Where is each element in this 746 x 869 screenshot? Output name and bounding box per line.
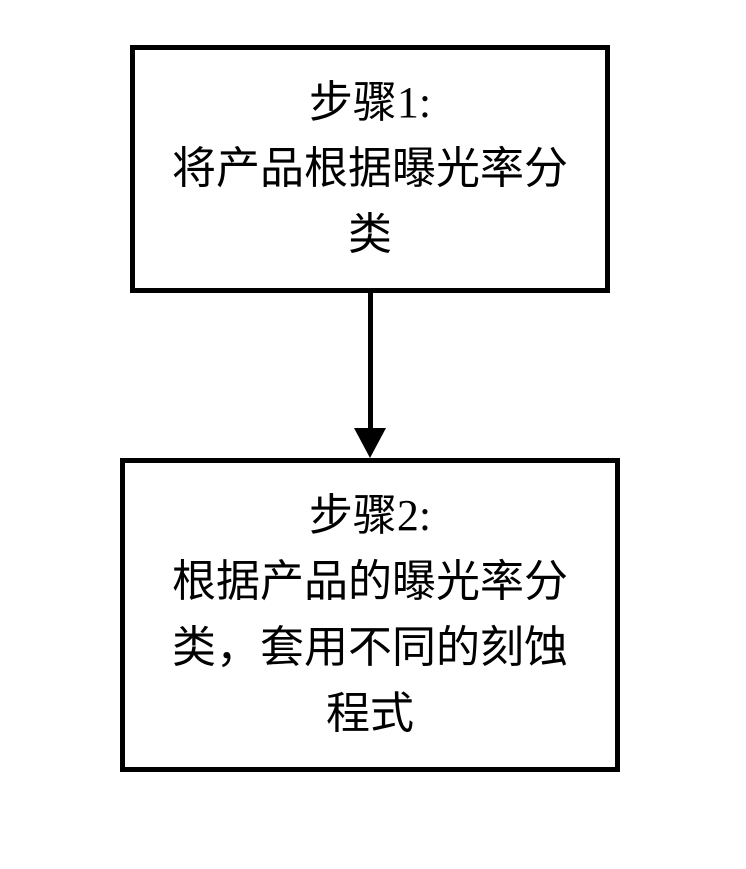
arrow-line [368, 293, 373, 433]
step1-line2: 将产品根据曝光率分 [165, 136, 575, 202]
flowchart-node-step1: 步骤1: 将产品根据曝光率分 类 [130, 45, 610, 293]
step1-title: 步骤1: [165, 70, 575, 136]
flowchart-container: 步骤1: 将产品根据曝光率分 类 步骤2: 根据产品的曝光率分 类，套用不同的刻… [120, 45, 620, 772]
arrow-head-icon [354, 428, 386, 458]
step2-line4: 程式 [155, 681, 585, 747]
flowchart-arrow [130, 293, 610, 458]
step1-line3: 类 [165, 202, 575, 268]
flowchart-node-step2: 步骤2: 根据产品的曝光率分 类，套用不同的刻蚀 程式 [120, 458, 620, 772]
step2-title: 步骤2: [155, 483, 585, 549]
step2-line2: 根据产品的曝光率分 [155, 549, 585, 615]
step2-line3: 类，套用不同的刻蚀 [155, 615, 585, 681]
